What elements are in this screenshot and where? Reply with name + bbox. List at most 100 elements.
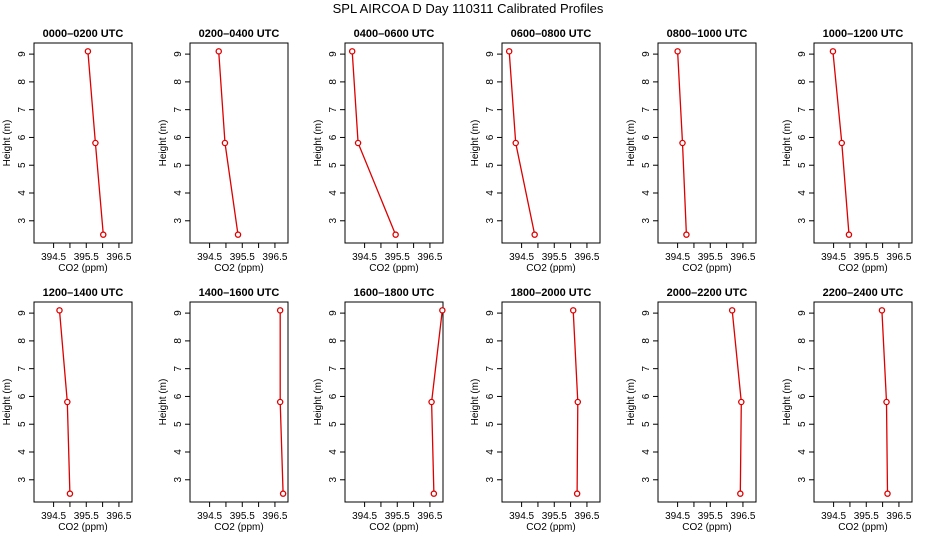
y-axis-label: Height (m): [313, 379, 324, 426]
y-tick-label: 4: [797, 190, 808, 196]
y-tick-label: 6: [328, 393, 339, 399]
y-tick-label: 8: [485, 79, 496, 85]
x-tick-label: 394.5: [821, 252, 846, 263]
y-tick-label: 3: [17, 477, 28, 483]
x-tick-label: 396.5: [574, 511, 599, 522]
y-tick-label: 8: [17, 79, 28, 85]
y-axis-label: Height (m): [2, 379, 13, 426]
y-tick-label: 6: [797, 134, 808, 140]
y-tick-label: 5: [485, 162, 496, 168]
x-tick-label: 396.5: [730, 252, 755, 263]
panel-title: 0200–0400 UTC: [199, 28, 280, 40]
x-tick-label: 394.5: [197, 511, 222, 522]
profile-point: [574, 398, 582, 406]
panel-title: 0400–0600 UTC: [354, 28, 435, 40]
profile-point: [531, 231, 538, 238]
y-tick-label: 6: [173, 134, 184, 140]
profile-point: [56, 307, 63, 314]
y-axis-label: Height (m): [158, 120, 169, 167]
y-tick-label: 3: [797, 218, 808, 224]
y-tick-label: 7: [797, 106, 808, 112]
profile-point: [234, 231, 242, 238]
y-tick-label: 5: [797, 421, 808, 427]
x-axis-label: CO2 (ppm): [214, 522, 263, 533]
y-tick-label: 7: [328, 365, 339, 371]
y-tick-label: 4: [485, 190, 496, 196]
y-tick-label: 3: [485, 218, 496, 224]
y-tick-label: 5: [17, 421, 28, 427]
plot-frame: [189, 42, 289, 244]
x-tick-label: 395.5: [854, 252, 879, 263]
profile-point: [84, 48, 92, 55]
y-tick-label: 4: [797, 449, 808, 455]
panel-title: 2200–2400 UTC: [823, 287, 904, 299]
y-tick-label: 7: [173, 106, 184, 112]
y-tick-label: 4: [173, 449, 184, 455]
y-tick-label: 3: [485, 477, 496, 483]
x-tick-label: 396.5: [886, 252, 911, 263]
y-tick-label: 8: [485, 338, 496, 344]
x-axis-label: CO2 (ppm): [838, 522, 887, 533]
x-tick-label: 396.5: [262, 511, 287, 522]
y-tick-label: 4: [328, 449, 339, 455]
profile-point: [728, 307, 736, 314]
x-tick-label: 396.5: [106, 511, 131, 522]
profile-point: [348, 48, 356, 55]
plot-frame: [657, 42, 757, 244]
panel-title: 1000–1200 UTC: [823, 28, 904, 40]
profile-point: [884, 490, 891, 497]
x-axis-label: CO2 (ppm): [526, 522, 575, 533]
x-tick-label: 396.5: [417, 252, 442, 263]
y-tick-label: 5: [641, 421, 652, 427]
y-tick-label: 8: [797, 79, 808, 85]
y-tick-label: 9: [328, 51, 339, 57]
panel-title: 0000–0200 UTC: [43, 28, 124, 40]
panel-title: 0600–0800 UTC: [511, 28, 592, 40]
profile-point: [392, 231, 399, 238]
plot-frame: [501, 42, 601, 244]
x-axis-label: CO2 (ppm): [838, 263, 887, 274]
plot-frame: [813, 42, 913, 244]
y-tick-label: 7: [328, 106, 339, 112]
x-axis-label: CO2 (ppm): [682, 522, 731, 533]
profile-point: [428, 398, 435, 406]
x-tick-label: 396.5: [106, 252, 131, 263]
y-tick-label: 9: [328, 310, 339, 316]
x-tick-label: 395.5: [542, 252, 567, 263]
x-tick-label: 396.5: [417, 511, 442, 522]
y-tick-label: 3: [173, 218, 184, 224]
y-tick-label: 6: [17, 393, 28, 399]
y-tick-label: 8: [641, 79, 652, 85]
y-tick-label: 8: [328, 79, 339, 85]
x-tick-label: 395.5: [698, 511, 723, 522]
plot-frame: [657, 301, 757, 503]
x-axis-label: CO2 (ppm): [526, 263, 575, 274]
panel-title: 1400–1600 UTC: [199, 287, 280, 299]
y-tick-label: 4: [173, 190, 184, 196]
y-axis-label: Height (m): [782, 379, 793, 426]
x-axis-label: CO2 (ppm): [58, 522, 107, 533]
panel-title: 1200–1400 UTC: [43, 287, 124, 299]
x-tick-label: 395.5: [385, 511, 410, 522]
y-tick-label: 4: [328, 190, 339, 196]
y-tick-label: 8: [173, 79, 184, 85]
x-tick-label: 395.5: [854, 511, 879, 522]
y-tick-label: 4: [641, 190, 652, 196]
y-tick-label: 3: [641, 477, 652, 483]
profile-point: [737, 490, 744, 497]
x-tick-label: 394.5: [509, 511, 534, 522]
y-tick-label: 6: [485, 134, 496, 140]
x-tick-label: 395.5: [542, 511, 567, 522]
panel-title: 1800–2000 UTC: [511, 287, 592, 299]
y-axis-label: Height (m): [626, 379, 637, 426]
profile-point: [276, 307, 284, 314]
figure-title: SPL AIRCOA D Day 110311 Calibrated Profi…: [333, 1, 604, 16]
x-axis-label: CO2 (ppm): [214, 263, 263, 274]
profile-point: [66, 490, 74, 497]
